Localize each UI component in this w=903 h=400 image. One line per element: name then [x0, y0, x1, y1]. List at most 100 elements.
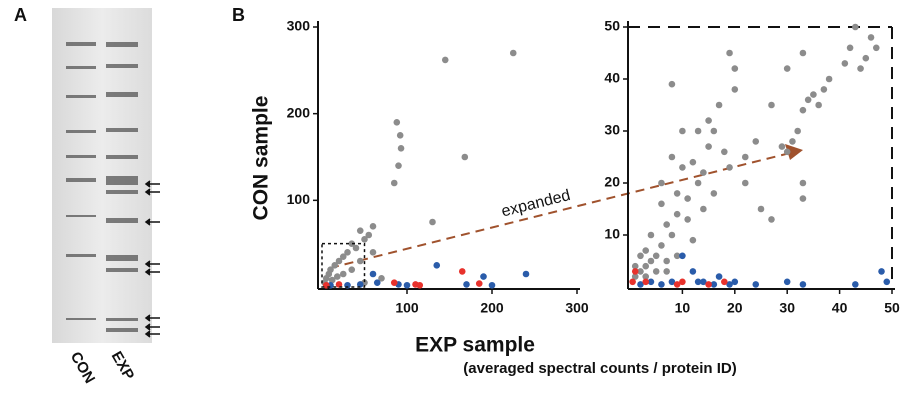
point: [357, 227, 364, 234]
point: [705, 143, 712, 150]
point: [404, 282, 411, 289]
point: [690, 237, 697, 244]
point: [669, 232, 676, 239]
point: [752, 138, 759, 145]
point: [353, 245, 360, 252]
point: [653, 268, 660, 275]
point: [695, 180, 702, 187]
x-axis-label: EXP sample: [415, 334, 535, 357]
point: [674, 281, 681, 288]
point: [679, 128, 686, 135]
point: [784, 279, 791, 286]
point: [462, 154, 469, 161]
point: [357, 258, 364, 265]
point: [459, 268, 466, 275]
point: [815, 102, 822, 109]
point: [852, 24, 859, 31]
point: [648, 232, 655, 239]
point: [637, 253, 644, 260]
point: [800, 180, 807, 187]
point: [742, 154, 749, 161]
point: [370, 271, 377, 278]
point: [690, 268, 697, 275]
y-tick-label: 40: [604, 70, 620, 86]
point: [842, 60, 849, 67]
point: [642, 247, 649, 254]
point: [489, 282, 496, 289]
point: [784, 65, 791, 72]
point: [711, 190, 718, 197]
x-tick-label: 30: [779, 300, 795, 316]
point: [442, 57, 449, 64]
point: [391, 279, 398, 286]
point: [523, 271, 530, 278]
point: [705, 281, 712, 288]
y-tick-label: 300: [287, 18, 311, 34]
point: [674, 190, 681, 197]
x-tick-label: 20: [727, 300, 743, 316]
point: [674, 211, 681, 218]
point: [395, 162, 402, 169]
point: [684, 195, 691, 202]
point: [784, 149, 791, 156]
point: [716, 273, 723, 280]
point: [510, 50, 517, 57]
point: [883, 279, 890, 286]
y-tick-label: 20: [604, 174, 620, 190]
expand-arrow: [330, 153, 790, 268]
point: [648, 258, 655, 265]
lane-label: EXP: [108, 348, 138, 382]
y-tick-label: 30: [604, 122, 620, 138]
point: [669, 81, 676, 88]
point: [669, 154, 676, 161]
point: [742, 180, 749, 187]
lane-label: CON: [67, 349, 98, 386]
x-axis-note: (averaged spectral counts / protein ID): [463, 360, 736, 377]
point: [679, 164, 686, 171]
point: [679, 253, 686, 260]
point: [857, 65, 864, 72]
point: [658, 242, 665, 249]
point: [463, 281, 470, 288]
point: [663, 268, 670, 275]
y-tick-label: 50: [604, 18, 620, 34]
point: [721, 279, 728, 286]
point: [873, 45, 880, 52]
point: [758, 206, 765, 213]
point: [642, 263, 649, 270]
point: [847, 45, 854, 52]
point: [711, 128, 718, 135]
point: [433, 262, 440, 269]
point: [794, 128, 801, 135]
point: [370, 249, 377, 256]
point: [800, 195, 807, 202]
x-tick-label: 100: [395, 300, 419, 316]
x-tick-label: 10: [675, 300, 691, 316]
point: [705, 117, 712, 124]
point: [480, 273, 487, 280]
point: [800, 281, 807, 288]
x-tick-label: 200: [480, 300, 504, 316]
point: [800, 107, 807, 114]
point: [348, 266, 355, 273]
point: [768, 102, 775, 109]
point: [700, 169, 707, 176]
point: [391, 180, 398, 187]
point: [632, 268, 639, 275]
point: [374, 279, 381, 286]
point: [768, 216, 775, 223]
x-tick-label: 50: [884, 300, 900, 316]
point: [821, 86, 828, 93]
point: [629, 279, 636, 286]
figure: A B CON EXP CON sample EXP sample (avera…: [0, 0, 903, 395]
point: [370, 223, 377, 230]
point: [658, 281, 665, 288]
gel: [52, 8, 160, 343]
point: [416, 282, 423, 289]
point: [695, 128, 702, 135]
point: [852, 281, 859, 288]
point: [810, 91, 817, 98]
point: [826, 76, 833, 83]
point: [732, 65, 739, 72]
y-tick-label: 100: [287, 191, 311, 207]
